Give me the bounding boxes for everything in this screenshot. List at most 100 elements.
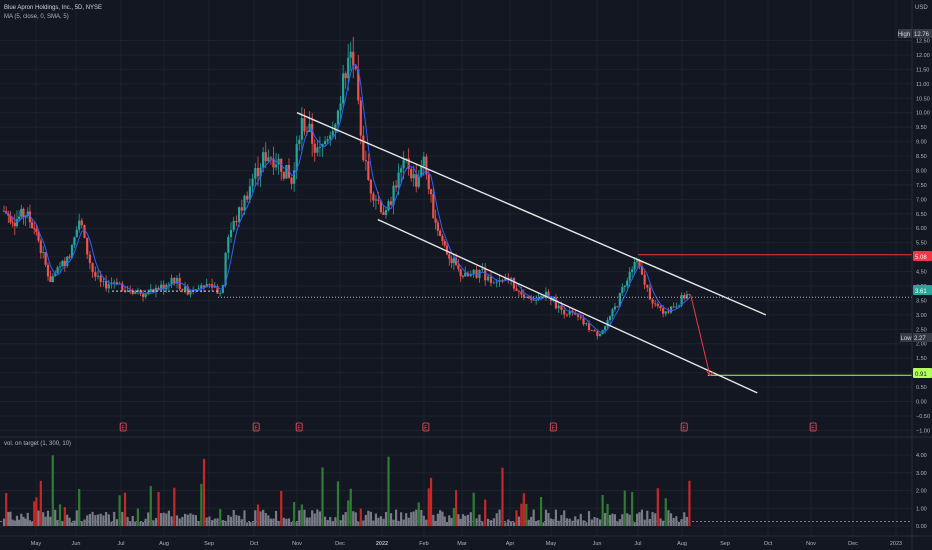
volume-bar — [54, 509, 57, 526]
volume-bar — [267, 515, 270, 526]
volume-bar — [248, 521, 251, 526]
event-marker[interactable]: E — [549, 422, 557, 432]
indicator-legend[interactable]: MA (5, close, 0, SMA, 5) — [4, 14, 69, 20]
volume-bar — [73, 520, 76, 526]
volume-bar — [211, 520, 214, 526]
candle-body — [336, 110, 340, 125]
candle-body — [425, 156, 428, 175]
volume-bar — [377, 517, 380, 526]
volume-bar — [659, 518, 662, 526]
candle-body — [611, 309, 614, 317]
volume-bar — [461, 514, 465, 526]
ma-line — [3, 63, 690, 333]
price-tick-label: 12.50 — [916, 39, 930, 45]
volume-bar — [243, 510, 246, 526]
candle-body — [415, 174, 418, 187]
channel-lower-line[interactable] — [377, 218, 758, 394]
volume-bar — [334, 517, 337, 526]
volume-bar — [539, 496, 543, 526]
candle-body — [285, 165, 288, 179]
candle-body — [229, 229, 233, 238]
high-label-text: High — [898, 32, 910, 38]
volume-bar — [13, 520, 16, 526]
volume-bar — [590, 519, 593, 526]
low-label-box — [900, 333, 912, 342]
candle-body — [83, 225, 86, 238]
candle-body — [33, 228, 36, 229]
time-tick-label: Aug — [677, 541, 687, 547]
price-tick-label: 2.00 — [916, 342, 927, 348]
volume-bar — [598, 519, 602, 526]
volume-bar — [238, 515, 241, 526]
candle-body — [262, 152, 265, 168]
volume-bar — [113, 511, 116, 526]
channel-upper-line[interactable] — [296, 112, 767, 316]
volume-legend[interactable]: vol. on target (1, 300, 10) — [4, 441, 71, 447]
volume-bar — [49, 516, 52, 526]
volume-axis[interactable]: 4.00 3.00 2.00 1.00 0.00 — [916, 453, 927, 530]
event-marker[interactable]: E — [422, 422, 430, 432]
volume-bar — [504, 522, 507, 526]
event-marker-label: E — [254, 426, 258, 432]
event-marker[interactable]: E — [680, 422, 688, 432]
volume-bar — [379, 516, 383, 526]
time-axis[interactable]: May Jun Jul Aug Sep Oct Nov Dec 2022 Feb Mar Apr May… — [31, 541, 902, 547]
candle-body — [633, 261, 636, 270]
projection-arrow[interactable] — [690, 294, 711, 376]
price-tick-label: −0.50 — [916, 414, 930, 420]
candle-body — [374, 199, 378, 201]
volume-bar — [616, 521, 619, 526]
volume-bar — [631, 492, 634, 526]
symbol-title[interactable]: Blue Apron Holdings, Inc., 5D, NYSE — [4, 5, 102, 11]
volume-bar — [450, 518, 453, 526]
price-tick-label: −1.00 — [916, 428, 930, 434]
candle-body — [175, 278, 179, 284]
volume-bar — [394, 509, 398, 526]
volume-bar — [202, 458, 206, 526]
volume-bar — [342, 514, 345, 526]
candle-body — [184, 286, 187, 291]
candle-body — [96, 275, 100, 277]
event-marker[interactable]: E — [809, 422, 817, 432]
volume-bar — [259, 511, 262, 526]
candle-body — [311, 123, 314, 144]
event-marker[interactable]: E — [295, 422, 303, 432]
candle-body — [448, 254, 451, 259]
volume-bar — [83, 519, 86, 526]
candle-body — [248, 186, 251, 200]
volume-bar — [532, 509, 535, 526]
volume-bar — [200, 483, 203, 526]
candle-body — [384, 210, 388, 215]
candle-body — [618, 293, 621, 307]
candle-body — [303, 118, 306, 132]
price-tick-label: 4.50 — [916, 270, 927, 276]
candle-body — [616, 306, 619, 308]
candle-body — [422, 156, 425, 167]
candle-body — [105, 281, 108, 289]
volume-bar — [683, 512, 686, 526]
volume-bar — [441, 511, 444, 526]
volume-bar — [181, 516, 184, 526]
volume-bar — [272, 518, 275, 526]
volume-bar — [269, 518, 272, 526]
candle-body — [532, 299, 535, 301]
volume-bar — [608, 514, 612, 526]
candle-body — [13, 222, 16, 227]
candle-body — [240, 207, 243, 211]
event-marker-box — [119, 422, 127, 432]
candle-body — [459, 269, 462, 277]
candle-body — [354, 65, 357, 70]
volume-bar — [311, 510, 314, 526]
volume-bar — [387, 456, 390, 526]
volume-bar — [648, 518, 652, 526]
candle-body — [596, 331, 599, 337]
event-marker[interactable]: E — [252, 422, 260, 432]
candle-body — [675, 306, 678, 308]
candle-body — [329, 135, 332, 140]
candle-body — [154, 287, 158, 292]
volume-bar — [436, 513, 439, 526]
candle-body — [61, 260, 64, 267]
event-marker[interactable]: E — [119, 422, 127, 432]
